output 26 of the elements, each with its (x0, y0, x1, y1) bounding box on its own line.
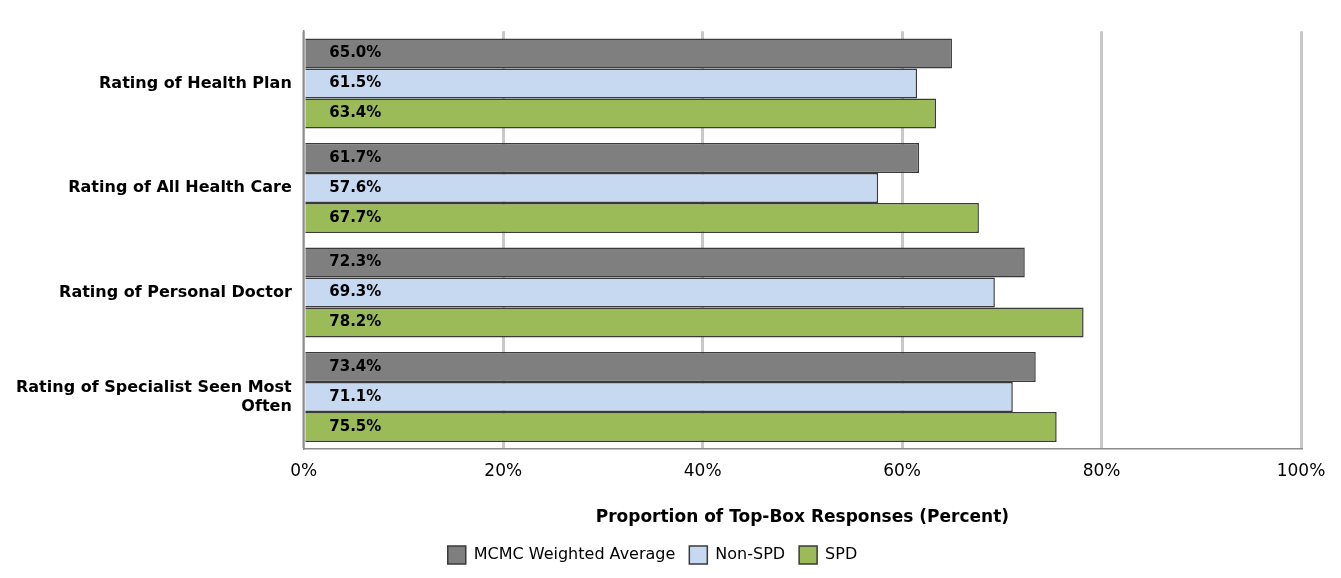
data-label: 75.5% (329, 416, 382, 435)
data-label: 57.6% (329, 177, 382, 196)
x-tick-label: 20% (484, 459, 523, 480)
x-tick-label: 80% (1082, 459, 1121, 480)
data-label: 73.4% (329, 356, 382, 375)
legend-label: Non-SPD (715, 544, 786, 564)
y-tick-label: Rating of Specialist Seen Most Often (16, 376, 293, 415)
data-label: 67.7% (329, 207, 382, 226)
x-tick-label: 60% (883, 459, 921, 480)
x-tick-label: 40% (683, 459, 722, 480)
legend-label: SPD (825, 544, 858, 564)
data-label: 61.7% (329, 147, 382, 166)
y-tick-label: Rating of All Health Care (68, 177, 292, 197)
data-label: 65.0% (329, 43, 382, 62)
y-tick-label: Rating of Personal Doctor (59, 281, 292, 301)
data-label: 72.3% (329, 252, 382, 271)
x-axis-title: Proportion of Top-Box Responses (Percent) (595, 506, 1010, 527)
data-label: 71.1% (329, 386, 382, 405)
data-label: 61.5% (329, 73, 382, 92)
data-label: 78.2% (329, 312, 382, 331)
x-tick-label: 100% (1276, 459, 1326, 480)
legend-label: MCMC Weighted Average (473, 544, 676, 564)
data-label: 69.3% (329, 282, 382, 301)
y-tick-label: Rating of Health Plan (99, 72, 292, 92)
x-tick-label: 0% (290, 459, 318, 480)
data-label: 63.4% (329, 103, 382, 122)
